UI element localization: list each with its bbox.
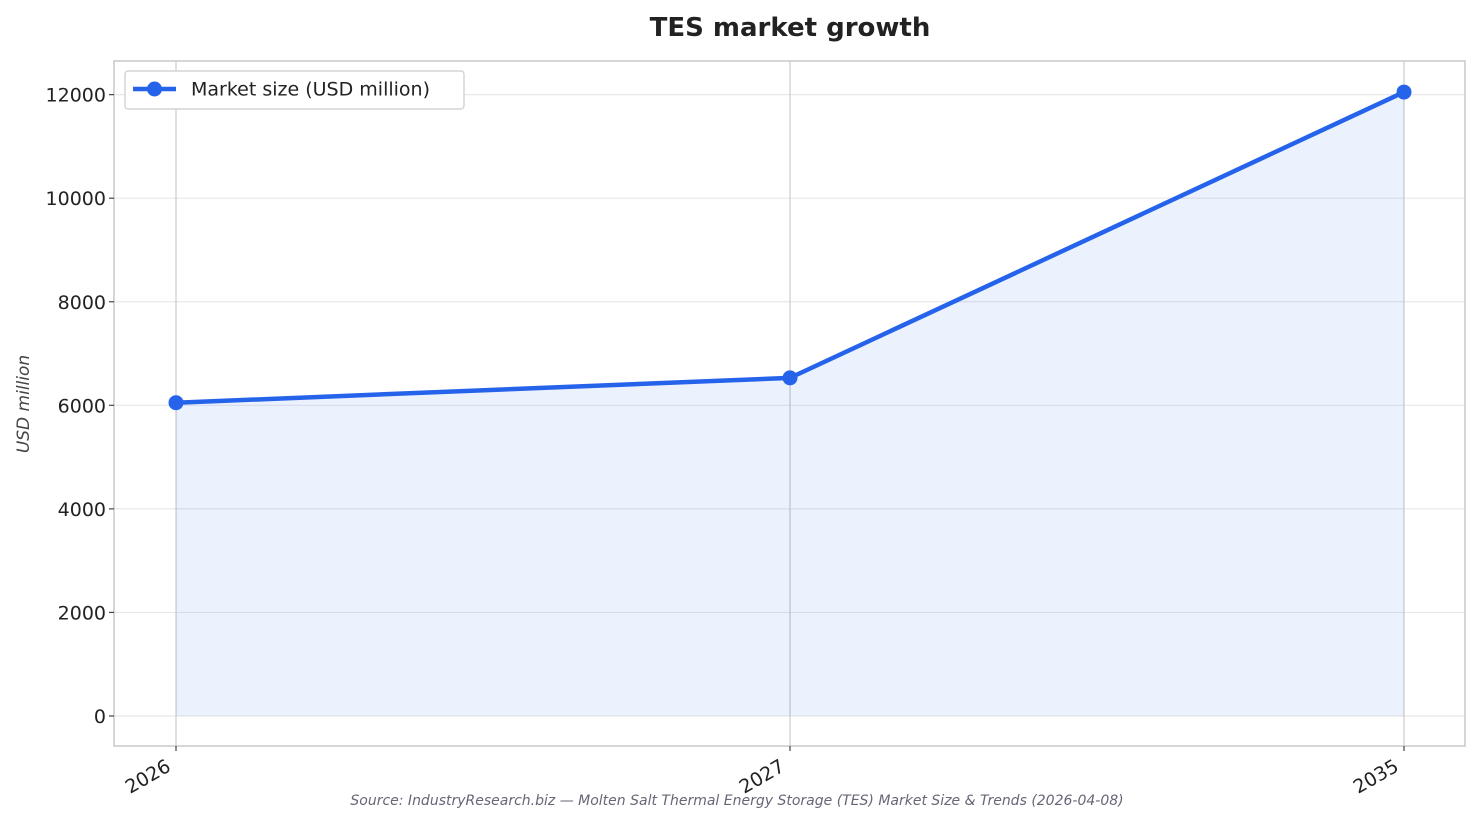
series-area-fill bbox=[176, 92, 1404, 716]
chart-title: TES market growth bbox=[650, 13, 931, 43]
legend-box bbox=[124, 70, 465, 110]
series-points bbox=[168, 84, 1412, 411]
y-tick-label: 12000 bbox=[46, 85, 106, 107]
legend-marker-swatch bbox=[147, 81, 162, 97]
x-axis-ticks: 2026 2027 2035 bbox=[122, 746, 1405, 799]
x-tick-label: 2035 bbox=[1350, 755, 1403, 798]
y-tick-label: 0 bbox=[94, 706, 106, 728]
source-note: Source: IndustryResearch.biz — Molten Sa… bbox=[350, 793, 1123, 809]
y-tick-label: 4000 bbox=[58, 499, 106, 521]
y-tick-label: 10000 bbox=[46, 188, 106, 210]
legend-entry: Market size (USD million) bbox=[191, 79, 430, 101]
data-point-2035 bbox=[1396, 84, 1412, 100]
y-tick-label: 6000 bbox=[58, 395, 106, 417]
y-tick-label: 2000 bbox=[58, 602, 106, 624]
data-point-2026 bbox=[168, 395, 184, 411]
y-axis-ticks: 0 2000 4000 6000 8000 10000 12000 bbox=[46, 85, 114, 728]
y-tick-label: 8000 bbox=[58, 292, 106, 314]
data-point-2027 bbox=[782, 370, 798, 386]
legend: Market size (USD million) bbox=[124, 70, 465, 110]
x-tick-label: 2026 bbox=[122, 755, 175, 798]
y-axis-label: USD million bbox=[14, 355, 34, 453]
